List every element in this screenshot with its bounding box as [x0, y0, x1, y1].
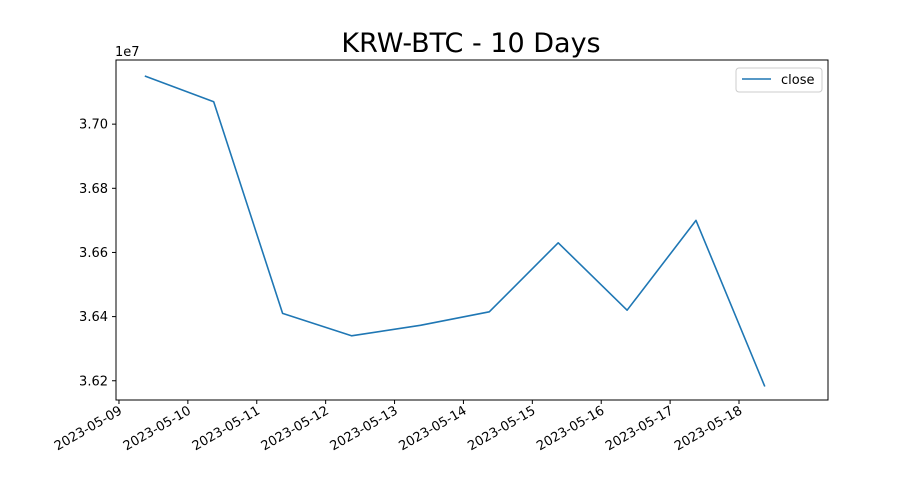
x-tick-label: 2023-05-17 [603, 403, 676, 454]
legend-close-label: close [781, 73, 814, 88]
y-tick-label: 3.62 [79, 374, 108, 389]
x-tick-label: 2023-05-09 [52, 403, 125, 454]
y-axis-offset-label: 1e7 [115, 45, 140, 60]
legend: close [735, 67, 823, 93]
y-tick-label: 3.70 [79, 118, 108, 133]
y-tick-label: 3.68 [79, 182, 108, 197]
x-tick-label: 2023-05-18 [672, 403, 745, 454]
chart-title: KRW-BTC - 10 Days [341, 28, 600, 59]
x-tick-label: 2023-05-12 [259, 403, 332, 454]
x-tick-label: 2023-05-11 [190, 403, 263, 454]
plot-area-frame [115, 59, 829, 401]
y-tick-label: 3.66 [79, 246, 108, 261]
x-axis-ticks: 2023-05-092023-05-102023-05-112023-05-12… [52, 400, 745, 454]
y-axis-ticks: 3.62 3.64 3.66 3.68 3.70 [79, 118, 116, 389]
legend-box [735, 67, 823, 93]
x-tick-label: 2023-05-16 [534, 403, 607, 454]
x-tick-label: 2023-05-14 [396, 403, 469, 454]
close-series-line [144, 75, 766, 387]
x-tick-label: 2023-05-13 [328, 403, 401, 454]
x-tick-label: 2023-05-15 [465, 403, 538, 454]
x-tick-label: 2023-05-10 [121, 403, 194, 454]
y-tick-label: 3.64 [79, 310, 108, 325]
